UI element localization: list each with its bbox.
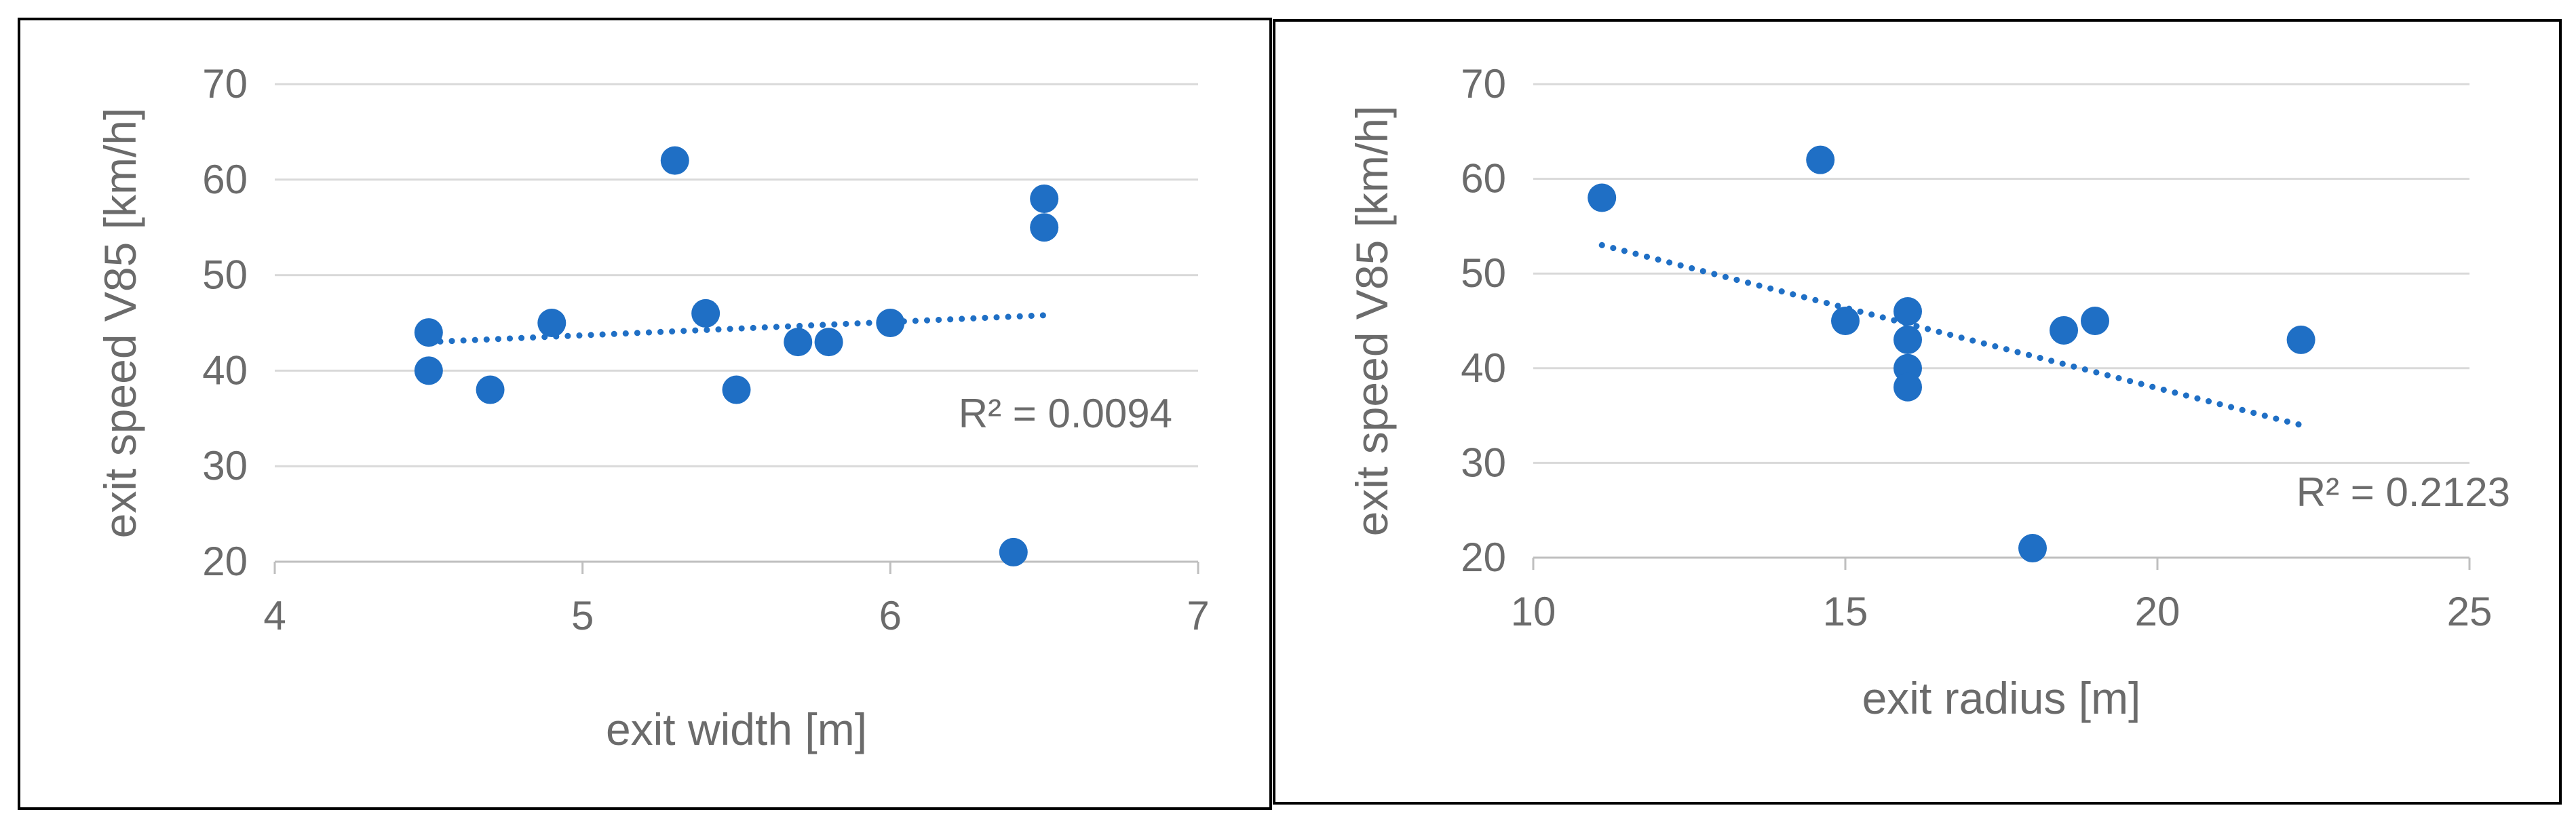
y-tick-label: 50 xyxy=(1461,250,1506,296)
chart-panel-exit-radius: 20 30 40 50 60 70 10 15 20 25 exit radius [m] exit … xyxy=(1273,19,2562,805)
y-tick-label: 20 xyxy=(202,539,248,584)
y-tick-label: 60 xyxy=(1461,156,1506,201)
data-point xyxy=(784,328,813,357)
y-tick-label: 60 xyxy=(202,157,248,202)
trendline xyxy=(425,312,1047,345)
data-point xyxy=(1893,297,1922,326)
scatter-chart-exit-width: 20 30 40 50 60 70 4 5 6 7 exit width [m] exit speed… xyxy=(95,61,1210,754)
x-tick-label: 25 xyxy=(2447,589,2493,634)
r-squared-label: R² = 0.2123 xyxy=(2296,469,2510,515)
data-point xyxy=(537,309,566,337)
x-tick-label: 15 xyxy=(1823,589,1868,634)
x-axis-title: exit width [m] xyxy=(606,704,867,754)
y-tick-label: 70 xyxy=(1461,61,1506,107)
y-tick-label: 30 xyxy=(1461,440,1506,485)
data-point xyxy=(1030,213,1059,242)
data-point xyxy=(2018,534,2047,563)
data-point xyxy=(414,318,443,347)
data-point xyxy=(2050,315,2078,345)
data-point xyxy=(999,537,1028,566)
x-axis-title: exit radius [m] xyxy=(1862,673,2141,723)
y-tick-label: 70 xyxy=(202,61,248,107)
y-axis-title: exit speed V85 [km/h] xyxy=(1347,106,1397,537)
data-point xyxy=(1806,145,1835,174)
y-tick-label: 40 xyxy=(1461,345,1506,391)
x-tick-label: 5 xyxy=(571,593,594,638)
x-tick-label: 10 xyxy=(1511,589,1556,634)
data-point xyxy=(876,309,905,337)
data-point xyxy=(476,375,505,404)
r-squared-label: R² = 0.0094 xyxy=(959,391,1172,436)
data-point xyxy=(660,146,689,175)
data-point xyxy=(1831,307,1860,335)
trendline xyxy=(1598,242,2305,429)
data-point xyxy=(1030,184,1059,213)
data-point xyxy=(2081,307,2109,335)
x-tick-label: 4 xyxy=(263,593,286,638)
data-point xyxy=(1588,183,1617,212)
y-tick-label: 30 xyxy=(202,443,248,488)
scatter-chart-exit-radius: 20 30 40 50 60 70 10 15 20 25 exit radius [m] exit … xyxy=(1347,61,2510,723)
data-point xyxy=(722,375,751,404)
y-tick-label: 20 xyxy=(1461,535,1506,580)
data-point xyxy=(2286,325,2315,354)
data-point xyxy=(1893,325,1922,354)
chart-panel-exit-width: 20 30 40 50 60 70 4 5 6 7 exit width [m] exit speed… xyxy=(18,18,1272,810)
data-point xyxy=(814,328,843,357)
y-axis-title: exit speed V85 [km/h] xyxy=(95,108,145,539)
x-tick-label: 7 xyxy=(1187,593,1209,638)
y-tick-label: 40 xyxy=(202,347,248,393)
data-point xyxy=(414,356,443,385)
data-point xyxy=(691,298,720,328)
y-tick-label: 50 xyxy=(202,252,248,298)
x-tick-label: 6 xyxy=(879,593,902,638)
x-tick-label: 20 xyxy=(2135,589,2180,634)
data-point xyxy=(1893,372,1922,402)
